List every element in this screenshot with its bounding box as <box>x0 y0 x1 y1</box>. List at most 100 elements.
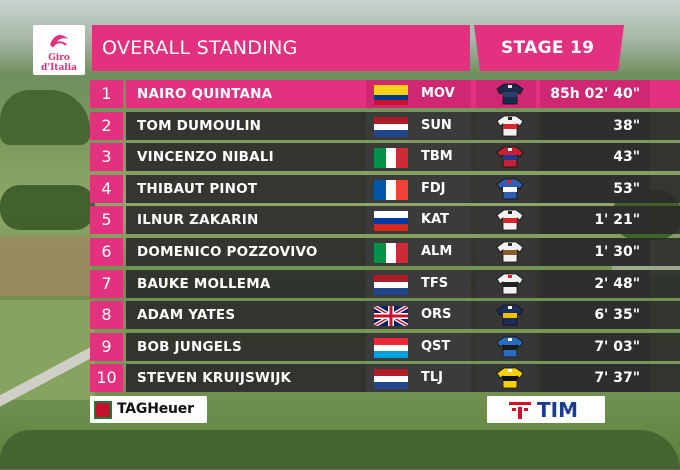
rider-bar: ADAM YATES ORS 6' 35" <box>126 301 680 330</box>
rank-number: 9 <box>90 332 123 361</box>
rider-name: NAIRO QUINTANA <box>137 86 273 102</box>
team-code: SUN <box>421 117 452 133</box>
background-trees <box>0 185 95 230</box>
team-jersey-icon <box>496 336 524 358</box>
sponsor-tagheuer: TAGHeuer <box>90 396 207 423</box>
flag-luxembourg-icon <box>374 337 408 358</box>
time-gap: 38" <box>613 117 640 134</box>
rank-number: 1 <box>90 80 123 108</box>
team-code: TFS <box>421 275 449 291</box>
rank-number: 6 <box>90 238 123 266</box>
background-trees <box>0 430 680 470</box>
rider-name: TOM DUMOULIN <box>137 117 262 134</box>
team-cell: FDJ <box>366 174 471 203</box>
tim-logo-icon <box>509 402 531 419</box>
time-gap: 43" <box>613 149 640 166</box>
team-jersey-icon <box>496 115 524 136</box>
sponsor-left-label: TAGHeuer <box>117 401 194 417</box>
sponsor-tim: TIM <box>487 396 605 423</box>
time-gap: 1' 21" <box>594 212 640 229</box>
team-jersey-icon <box>496 178 524 200</box>
time-cell: 53" <box>540 174 650 203</box>
team-jersey-icon <box>496 367 524 389</box>
team-cell: QST <box>366 332 471 361</box>
rank-number: 4 <box>90 174 123 203</box>
stage-label: STAGE 19 <box>501 38 595 58</box>
team-jersey-icon <box>496 83 524 105</box>
flag-netherlands-icon <box>374 369 408 390</box>
giro-swirl-icon <box>50 35 68 48</box>
team-cell: MOV <box>366 80 471 108</box>
rank-number: 5 <box>90 206 123 235</box>
rider-bar: VINCENZO NIBALI TBM 43" <box>126 143 680 172</box>
giro-logo: Giro d'Italia <box>33 25 85 75</box>
team-cell: SUN <box>366 111 471 140</box>
time-gap: 7' 37" <box>594 370 640 387</box>
rider-name: THIBAUT PINOT <box>137 180 258 197</box>
rider-bar: NAIRO QUINTANA MOV 85h 02' 40" <box>126 80 680 108</box>
flag-russia-icon <box>374 211 408 232</box>
logo-text: Giro d'Italia <box>41 53 77 73</box>
jersey-cell <box>476 332 536 361</box>
flag-uk-icon <box>374 306 408 327</box>
team-cell: ALM <box>366 238 471 266</box>
time-cell: 38" <box>540 111 650 140</box>
time-cell: 2' 48" <box>540 269 650 298</box>
rider-name: BOB JUNGELS <box>137 338 242 355</box>
team-jersey-icon <box>496 146 524 168</box>
background-field <box>0 236 92 296</box>
time-gap: 85h 02' 40" <box>550 86 640 102</box>
rider-bar: BAUKE MOLLEMA TFS 2' 48" <box>126 269 680 298</box>
rank-number: 2 <box>90 111 123 140</box>
rider-bar: DOMENICO POZZOVIVO ALM 1' 30" <box>126 238 680 266</box>
team-code: ALM <box>421 244 453 259</box>
team-code: QST <box>421 338 451 354</box>
jersey-cell <box>476 80 536 108</box>
time-cell: 85h 02' 40" <box>540 80 650 108</box>
time-gap: 6' 35" <box>594 307 640 324</box>
background-trees <box>0 90 90 145</box>
time-cell: 1' 30" <box>540 238 650 266</box>
rider-name: ILNUR ZAKARIN <box>137 212 259 229</box>
rider-bar: STEVEN KRUIJSWIJK TLJ 7' 37" <box>126 364 680 393</box>
header-bar: OVERALL STANDING <box>92 25 470 71</box>
rider-bar: ILNUR ZAKARIN KAT 1' 21" <box>126 206 680 235</box>
team-cell: ORS <box>366 301 471 330</box>
jersey-cell <box>476 238 536 266</box>
rank-number: 7 <box>90 269 123 298</box>
rider-bar: BOB JUNGELS QST 7' 03" <box>126 332 680 361</box>
jersey-cell <box>476 174 536 203</box>
team-code: TLJ <box>421 370 443 386</box>
flag-netherlands-icon <box>374 274 408 295</box>
rider-bar: THIBAUT PINOT FDJ 53" <box>126 174 680 203</box>
time-cell: 6' 35" <box>540 301 650 330</box>
jersey-cell <box>476 269 536 298</box>
team-cell: TLJ <box>366 364 471 393</box>
rank-number: 8 <box>90 301 123 330</box>
team-code: ORS <box>421 307 452 323</box>
team-code: TBM <box>421 149 453 165</box>
flag-italy-icon <box>374 243 408 263</box>
team-cell: TFS <box>366 269 471 298</box>
tagheuer-badge-icon <box>94 401 112 419</box>
background-field <box>0 300 95 400</box>
rider-name: ADAM YATES <box>137 307 236 324</box>
team-cell: TBM <box>366 143 471 172</box>
team-jersey-icon <box>496 273 524 294</box>
time-gap: 1' 30" <box>594 244 640 260</box>
rank-number: 3 <box>90 143 123 172</box>
time-cell: 7' 37" <box>540 364 650 393</box>
rider-name: VINCENZO NIBALI <box>137 149 274 166</box>
rider-bar: TOM DUMOULIN SUN 38" <box>126 111 680 140</box>
jersey-cell <box>476 364 536 393</box>
jersey-cell <box>476 301 536 330</box>
team-jersey-icon <box>496 209 524 231</box>
time-gap: 53" <box>613 180 640 197</box>
team-jersey-icon <box>496 241 524 263</box>
time-cell: 43" <box>540 143 650 172</box>
rider-name: STEVEN KRUIJSWIJK <box>137 370 292 387</box>
jersey-cell <box>476 206 536 235</box>
time-gap: 7' 03" <box>594 338 640 355</box>
time-cell: 1' 21" <box>540 206 650 235</box>
time-gap: 2' 48" <box>594 275 640 292</box>
